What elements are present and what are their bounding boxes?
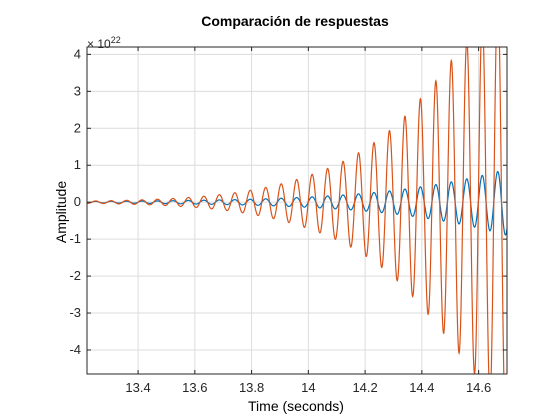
y-tick-label: 0	[74, 194, 81, 209]
y-tick-label: -4	[69, 342, 81, 357]
x-tick-label: 13.6	[182, 380, 207, 395]
y-tick-label: 1	[74, 157, 81, 172]
y-exponent-base: × 10	[87, 37, 111, 51]
x-tick-label: 14	[301, 380, 315, 395]
x-tick-label: 14.2	[352, 380, 377, 395]
x-tick-label: 13.8	[239, 380, 264, 395]
chart-title: Comparación de respuestas	[201, 13, 389, 29]
y-tick-label: 4	[74, 46, 81, 61]
y-axis-label: Amplitude	[53, 181, 69, 243]
x-axis-label: Time (seconds)	[248, 398, 344, 414]
x-tick-label: 14.4	[409, 380, 434, 395]
x-tick-label: 13.4	[125, 380, 150, 395]
x-tick-label: 14.6	[466, 380, 491, 395]
y-exponent-power: 22	[111, 35, 121, 45]
y-tick-label: -3	[69, 305, 81, 320]
y-tick-label: 2	[74, 120, 81, 135]
y-tick-label: -1	[69, 231, 81, 246]
y-tick-label: -2	[69, 268, 81, 283]
y-tick-label: 3	[74, 83, 81, 98]
